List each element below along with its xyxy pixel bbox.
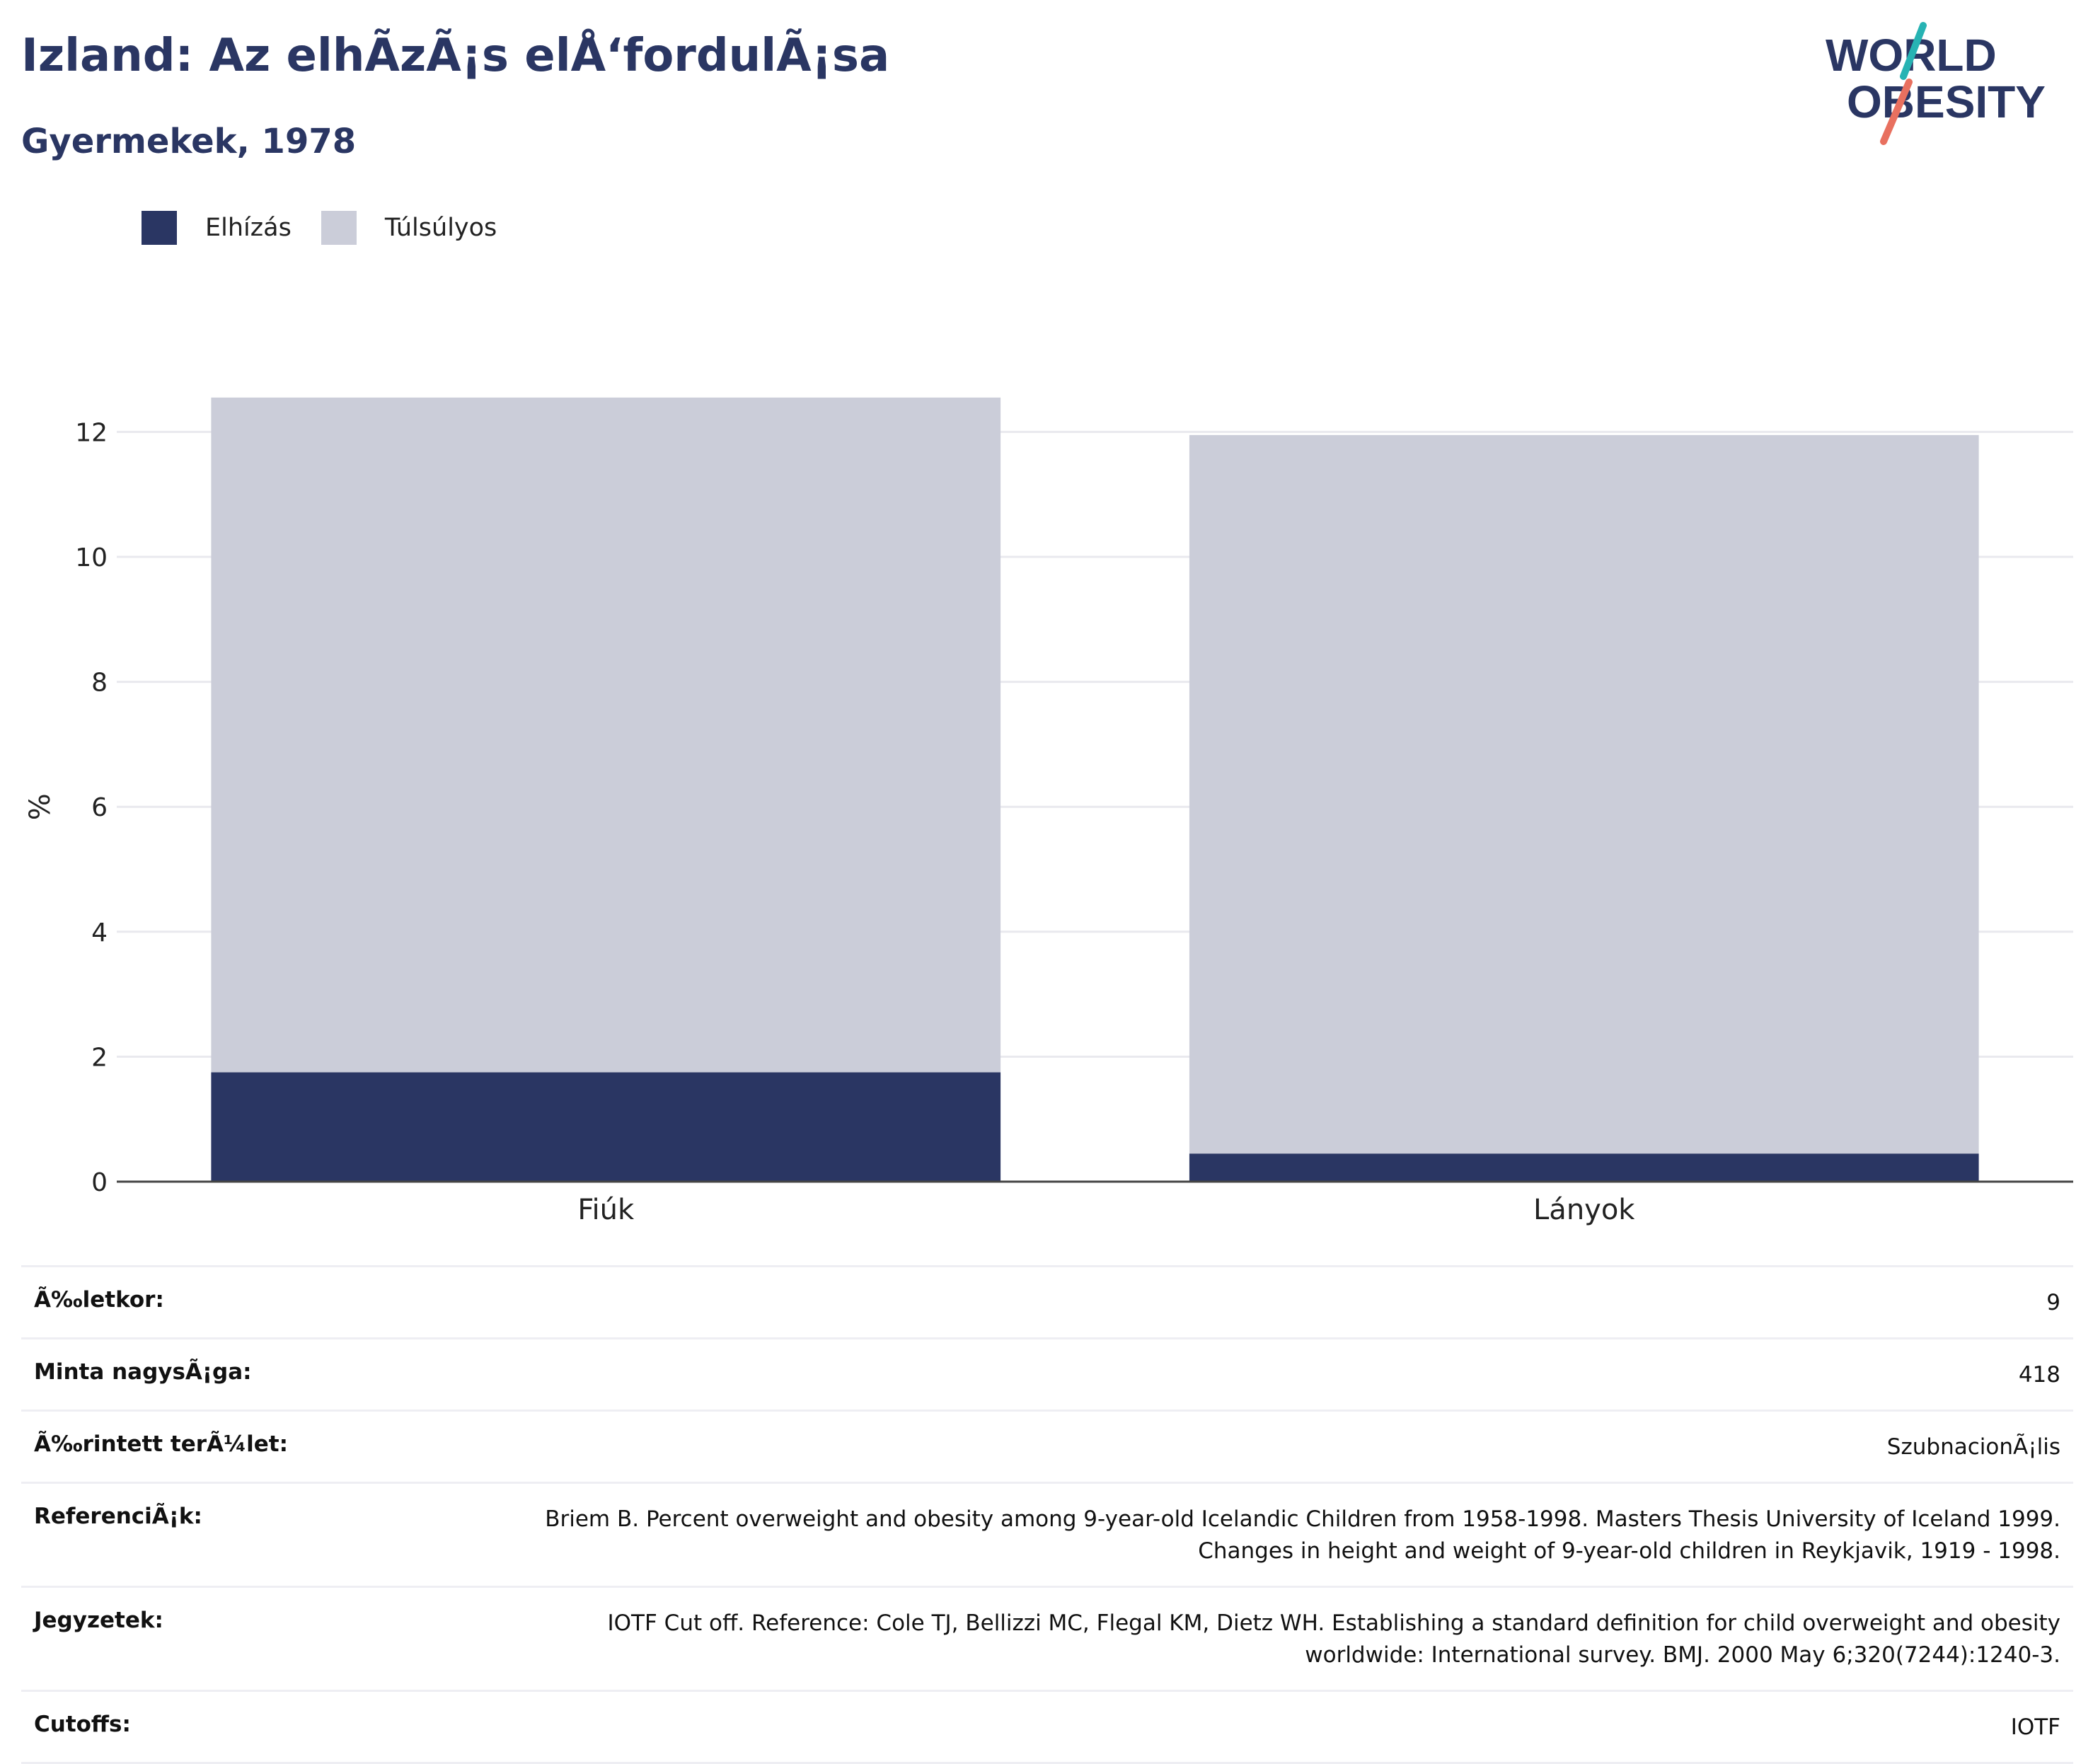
- legend-swatch-overweight: [321, 211, 357, 245]
- legend-label-overweight: Túlsúlyos: [384, 214, 497, 242]
- info-label-area: Ã‰rintett terÃ¼let:: [34, 1431, 288, 1457]
- legend-item-obesity[interactable]: Elhízás: [142, 211, 292, 245]
- y-tick-label: 2: [91, 1043, 108, 1072]
- bar-obesity: [1189, 1153, 1979, 1182]
- info-row-area: Ã‰rintett terÃ¼let: SzubnacionÃ¡lis: [21, 1409, 2073, 1482]
- page: Izland: Az elhÃzÃ¡s elÅ‘fordulÃ¡sa Gyerm…: [21, 22, 2073, 1764]
- legend-label-obesity: Elhízás: [205, 214, 292, 242]
- info-label-references: ReferenciÃ¡k:: [34, 1503, 202, 1529]
- legend-item-overweight[interactable]: Túlsúlyos: [321, 211, 497, 245]
- y-tick-label: 10: [75, 543, 108, 572]
- y-tick-label: 4: [91, 918, 108, 947]
- info-label-sample-size: Minta nagysÃ¡ga:: [34, 1359, 252, 1385]
- info-value-area: SzubnacionÃ¡lis: [1886, 1434, 2060, 1460]
- bar-obesity: [211, 1072, 1001, 1182]
- bar-overweight: [1189, 434, 1979, 1154]
- legend: Elhízás Túlsúlyos: [142, 211, 526, 245]
- logo-slash-teal: [1900, 22, 1927, 80]
- bar-overweight: [211, 397, 1001, 1073]
- info-label-age: Ã‰letkor:: [34, 1287, 164, 1313]
- x-tick-label: Lányok: [1533, 1194, 1635, 1226]
- chart-title: Izland: Az elhÃzÃ¡s elÅ‘fordulÃ¡sa: [21, 30, 890, 82]
- bar-chart: 0 2 4 6 8 10 12% Fiúk Lányok: [24, 397, 2073, 1226]
- info-row-references: ReferenciÃ¡k: Briem B. Percent overweigh…: [21, 1481, 2073, 1586]
- world-obesity-logo: WORLD OBESITY: [1826, 22, 2046, 145]
- info-table: Ã‰letkor: 9 Minta nagysÃ¡ga: 418 Ã‰rinte…: [21, 1265, 2073, 1764]
- logo-text-obesity: OBESITY: [1847, 76, 2046, 127]
- info-value-sample-size: 418: [2018, 1361, 2060, 1388]
- info-label-notes: Jegyzetek:: [34, 1607, 163, 1633]
- y-tick-label: 6: [91, 793, 108, 822]
- y-tick-label: 12: [75, 418, 108, 447]
- info-value-references: Briem B. Percent overweight and obesity …: [545, 1506, 2060, 1564]
- x-tick-label: Fiúk: [577, 1194, 635, 1226]
- y-axis-label: %: [24, 793, 57, 820]
- info-value-cutoffs: IOTF: [2010, 1714, 2060, 1740]
- info-label-cutoffs: Cutoffs:: [34, 1711, 131, 1737]
- chart-subtitle: Gyermekek, 1978: [21, 122, 357, 161]
- info-row-age: Ã‰letkor: 9: [21, 1265, 2073, 1337]
- info-row-sample-size: Minta nagysÃ¡ga: 418: [21, 1337, 2073, 1410]
- info-value-age: 9: [2046, 1290, 2060, 1315]
- info-row-cutoffs: Cutoffs: IOTF: [21, 1689, 2073, 1764]
- y-tick-label: 0: [91, 1168, 108, 1197]
- info-row-notes: Jegyzetek: IOTF Cut off. Reference: Cole…: [21, 1585, 2073, 1690]
- logo-slash-coral: [1880, 79, 1913, 145]
- legend-swatch-obesity: [142, 211, 177, 245]
- info-value-notes: IOTF Cut off. Reference: Cole TJ, Belliz…: [607, 1610, 2060, 1668]
- y-tick-label: 8: [91, 669, 108, 698]
